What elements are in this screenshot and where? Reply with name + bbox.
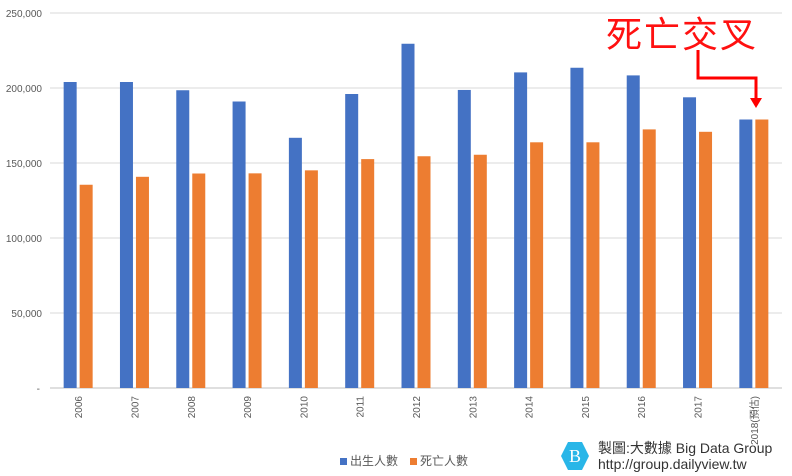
bar-births	[570, 67, 584, 388]
y-tick-label: 100,000	[6, 234, 43, 245]
credit-line-1: 製圖:大數據 Big Data Group	[598, 440, 773, 456]
legend-swatch-deaths	[410, 458, 418, 465]
bar-births	[457, 89, 471, 388]
bar-deaths	[755, 119, 769, 388]
x-tick-label: 2012	[412, 396, 423, 419]
bar-births	[401, 43, 415, 388]
legend-item-births: 出生人數	[340, 452, 398, 469]
x-tick-label: 2015	[581, 396, 592, 419]
bar-births	[176, 90, 190, 388]
legend-label-deaths: 死亡人數	[420, 454, 469, 468]
bar-deaths	[248, 173, 262, 388]
credit-url: http://group.dailyview.tw	[598, 456, 747, 472]
bar-deaths	[304, 170, 318, 388]
bar-deaths	[586, 142, 600, 388]
annotation-arrow-line	[696, 50, 758, 100]
y-tick-label: 200,000	[6, 84, 43, 95]
y-tick-label: 150,000	[6, 159, 43, 170]
bar-births	[119, 82, 133, 388]
bar-deaths	[530, 142, 544, 388]
x-tick-label: 2009	[243, 396, 254, 419]
bar-deaths	[192, 173, 206, 388]
bar-deaths	[79, 184, 93, 388]
x-tick-label: 2010	[299, 396, 310, 419]
svg-text:B: B	[569, 446, 581, 466]
annotation-arrow-head-icon	[750, 98, 762, 108]
y-tick-label: -	[37, 384, 40, 395]
bar-births	[683, 97, 697, 389]
bar-deaths	[642, 129, 656, 388]
bar-deaths	[135, 176, 149, 388]
bar-births	[345, 94, 359, 388]
legend-swatch-births	[340, 458, 347, 465]
x-tick-label: 2007	[130, 396, 141, 419]
credit: B 製圖:大數據 Big Data Group http://group.dai…	[560, 440, 772, 472]
y-tick-label: 50,000	[11, 309, 42, 320]
legend-label-births: 出生人數	[350, 454, 399, 468]
x-tick-label: 2017	[694, 396, 705, 419]
legend: 出生人數 死亡人數	[340, 452, 468, 469]
x-tick-label: 2006	[74, 396, 85, 419]
bar-births	[232, 101, 246, 388]
x-tick-label: 2014	[525, 396, 536, 419]
bar-deaths	[361, 159, 375, 388]
bar-deaths	[699, 131, 713, 389]
bar-deaths	[417, 156, 431, 388]
x-tick-label: 2013	[468, 396, 479, 419]
legend-item-deaths: 死亡人數	[410, 452, 468, 469]
x-tick-label: 2016	[637, 396, 648, 419]
bar-births	[514, 72, 528, 389]
x-tick-label: 2018(預估)	[748, 396, 761, 445]
bar-births	[63, 82, 77, 388]
y-tick-label: 250,000	[6, 9, 43, 20]
x-tick-label: 2011	[356, 396, 367, 418]
bar-births	[739, 119, 753, 388]
bar-births	[626, 75, 640, 389]
death-cross-annotation: 死亡交叉	[606, 15, 759, 56]
x-tick-label: 2008	[187, 396, 198, 419]
big-data-logo-icon: B	[561, 442, 589, 470]
bar-births	[288, 137, 302, 388]
bar-deaths	[473, 154, 487, 388]
